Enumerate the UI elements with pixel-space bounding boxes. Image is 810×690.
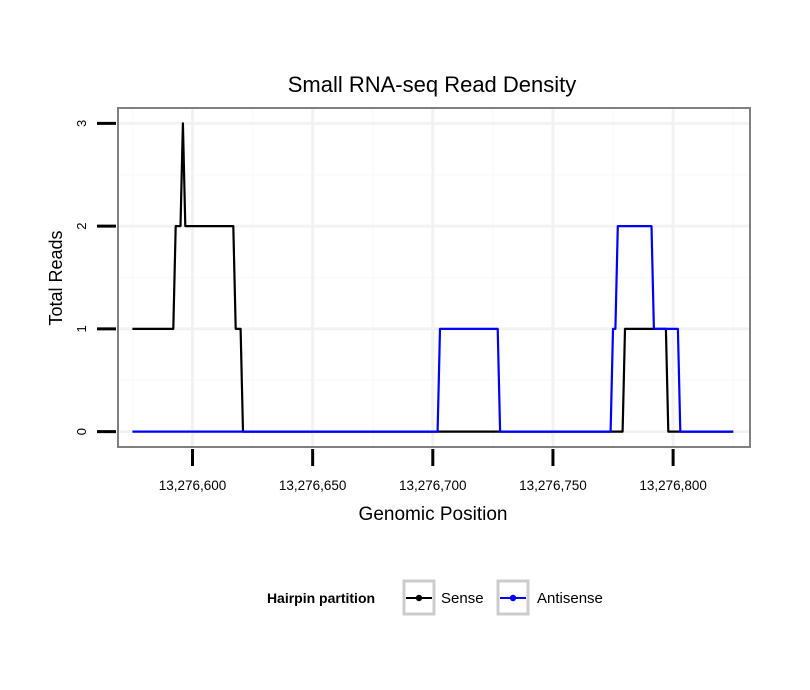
series-layer xyxy=(132,122,734,433)
x-tick-label: 13,276,600 xyxy=(159,478,227,493)
y-tick-label: 3 xyxy=(74,120,89,127)
y-tick-label: 0 xyxy=(74,428,89,435)
x-tick-label: 13,276,800 xyxy=(639,478,707,493)
y-axis-ticks: 0 1 2 3 xyxy=(74,120,116,435)
legend-item-sense: Sense xyxy=(402,579,484,616)
legend: Hairpin partition Sense Antisense xyxy=(267,579,603,616)
series-line-sense xyxy=(132,122,734,433)
plot-border xyxy=(117,107,751,448)
legend-title: Hairpin partition xyxy=(267,590,375,606)
legend-dot-sense xyxy=(415,594,423,602)
y-axis-label: Total Reads xyxy=(46,230,66,325)
x-tick-label: 13,276,650 xyxy=(279,478,347,493)
y-tick-label: 2 xyxy=(74,223,89,230)
y-tick-label: 1 xyxy=(74,325,89,332)
x-tick-label: 13,276,700 xyxy=(399,478,467,493)
legend-label-antisense: Antisense xyxy=(537,590,603,607)
legend-item-antisense: Antisense xyxy=(496,579,603,616)
x-axis-label: Genomic Position xyxy=(359,504,508,525)
x-tick-label: 13,276,750 xyxy=(519,478,587,493)
chart-title: Small RNA-seq Read Density xyxy=(288,72,577,97)
series-line-antisense xyxy=(132,225,734,433)
grid-major xyxy=(118,108,750,447)
x-axis-ticks: 13,276,600 13,276,650 13,276,700 13,276,750… xyxy=(159,449,707,493)
legend-dot-antisense xyxy=(509,594,517,602)
legend-label-sense: Sense xyxy=(441,590,484,607)
